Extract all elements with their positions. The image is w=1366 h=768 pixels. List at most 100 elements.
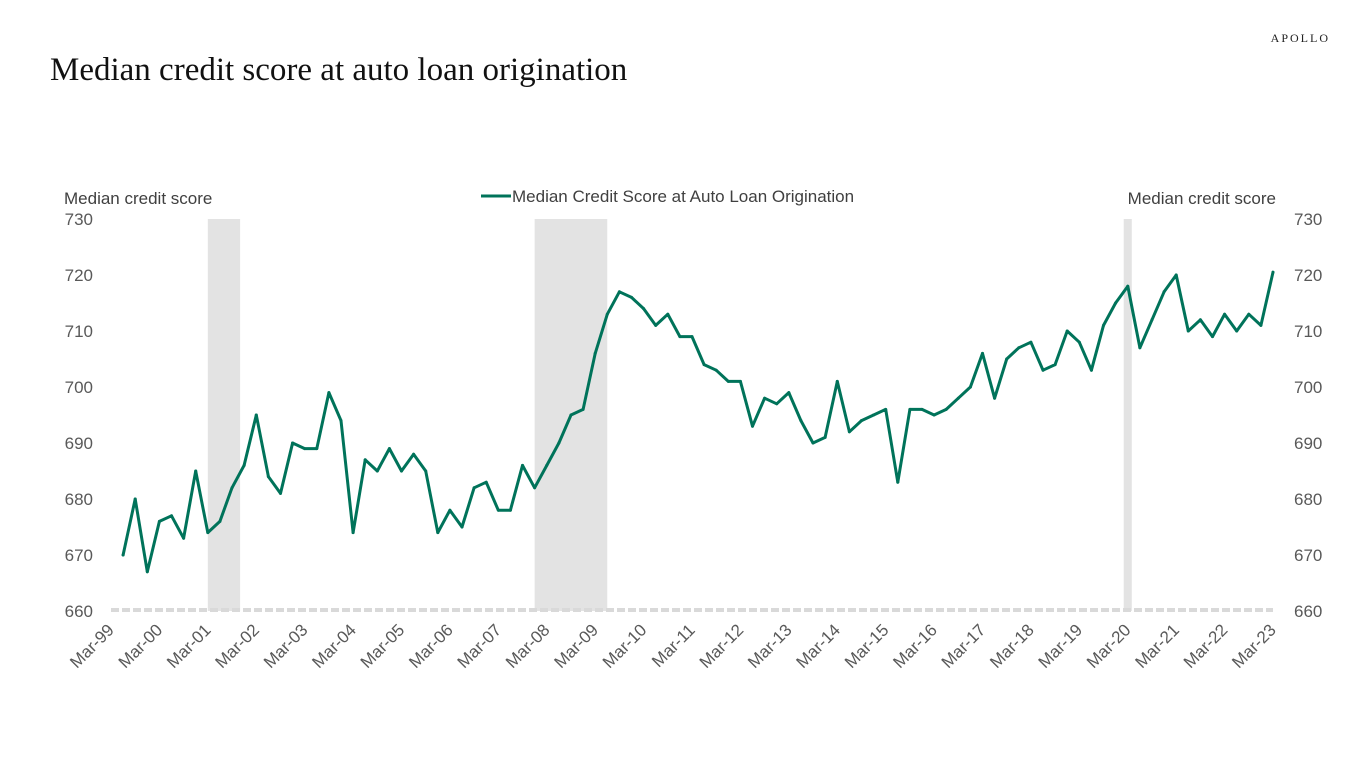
data-point [484, 480, 488, 484]
data-point [654, 323, 658, 327]
data-point [799, 419, 803, 423]
data-point [932, 413, 936, 417]
x-tick-label-22: Mar-21 [1131, 620, 1183, 672]
data-point [859, 419, 863, 423]
data-point [968, 385, 972, 389]
x-tick-label-10: Mar-09 [550, 620, 602, 672]
y-tick-right-700: 700 [1294, 378, 1322, 397]
data-point [315, 447, 319, 451]
data-point [1138, 346, 1142, 350]
legend-label: Median Credit Score at Auto Loan Origina… [512, 187, 854, 206]
x-tick-label-12: Mar-11 [648, 620, 699, 671]
x-tick-label-1: Mar-00 [115, 620, 167, 672]
x-tick-label-8: Mar-07 [454, 620, 506, 672]
data-point [230, 486, 234, 490]
series-line-0 [121, 270, 1275, 574]
data-point [375, 469, 379, 473]
data-point [1089, 368, 1093, 372]
data-point [1210, 335, 1214, 339]
y-tick-right-660: 660 [1294, 602, 1322, 621]
x-tick-label-7: Mar-06 [405, 620, 457, 672]
data-point [472, 486, 476, 490]
x-tick-label-17: Mar-16 [889, 620, 941, 672]
y-tick-right-670: 670 [1294, 546, 1322, 565]
data-point [581, 407, 585, 411]
data-point [1223, 312, 1227, 316]
data-point [835, 379, 839, 383]
x-tick-label-6: Mar-05 [357, 620, 409, 672]
data-point [666, 312, 670, 316]
x-tick-label-5: Mar-04 [308, 620, 360, 672]
data-point [593, 351, 597, 355]
data-point [121, 553, 125, 557]
data-point [291, 441, 295, 445]
x-tick-label-24: Mar-23 [1228, 620, 1280, 672]
data-point [157, 519, 161, 523]
x-tick-label-15: Mar-14 [793, 620, 845, 672]
data-point [206, 531, 210, 535]
recession-band-0 [207, 219, 241, 611]
data-point [351, 531, 355, 535]
data-point [981, 351, 984, 355]
x-tick-label-14: Mar-13 [744, 620, 796, 672]
x-tick-label-18: Mar-17 [938, 620, 990, 672]
data-point [1114, 301, 1118, 305]
y-tick-right-710: 710 [1294, 322, 1322, 341]
data-point [642, 307, 646, 311]
data-point [1029, 340, 1033, 344]
y-tick-left-700: 700 [65, 378, 93, 397]
data-point [896, 480, 900, 484]
y-axis-right-title: Median credit score [1128, 189, 1276, 208]
data-point [521, 463, 525, 467]
brand-logo: APOLLO [1270, 31, 1330, 45]
data-point [387, 447, 391, 451]
x-tick-label-2: Mar-01 [163, 620, 215, 672]
y-tick-left-670: 670 [65, 546, 93, 565]
data-point [1053, 363, 1057, 367]
y-tick-left-660: 660 [65, 602, 93, 621]
data-point [363, 458, 367, 462]
data-point [775, 402, 779, 406]
data-point [545, 463, 549, 467]
y-tick-left-710: 710 [65, 322, 93, 341]
y-tick-left-680: 680 [65, 490, 93, 509]
data-point [872, 413, 876, 417]
data-point [1271, 270, 1275, 274]
data-point [242, 463, 246, 467]
data-point [182, 536, 186, 540]
data-point [617, 290, 621, 294]
data-point [496, 508, 500, 512]
series-layer [121, 270, 1275, 574]
y-tick-left-730: 730 [65, 210, 93, 229]
data-point [678, 335, 682, 339]
data-point [605, 312, 609, 316]
data-point [194, 469, 198, 473]
data-point [508, 508, 512, 512]
y-tick-right-730: 730 [1294, 210, 1322, 229]
x-tick-label-9: Mar-08 [502, 620, 554, 672]
data-point [920, 407, 924, 411]
data-point [811, 441, 815, 445]
data-point [763, 396, 767, 400]
data-point [823, 435, 827, 439]
data-point [278, 491, 282, 495]
data-point [1077, 340, 1081, 344]
data-point [1126, 284, 1130, 288]
data-point [1174, 273, 1178, 277]
data-point [1041, 368, 1045, 372]
data-point [993, 396, 997, 400]
data-point [266, 475, 270, 479]
data-point [1150, 318, 1154, 322]
data-point [944, 407, 948, 411]
recession-shading [207, 219, 1132, 611]
page-title: Median credit score at auto loan origina… [50, 52, 628, 88]
data-point [629, 295, 633, 299]
data-point [133, 497, 137, 501]
data-point [339, 419, 343, 423]
data-point [1186, 329, 1190, 333]
chart-legend: Median Credit Score at Auto Loan Origina… [481, 187, 854, 206]
data-point [787, 391, 791, 395]
data-point [738, 379, 742, 383]
data-point [412, 452, 416, 456]
data-point [1005, 357, 1009, 361]
